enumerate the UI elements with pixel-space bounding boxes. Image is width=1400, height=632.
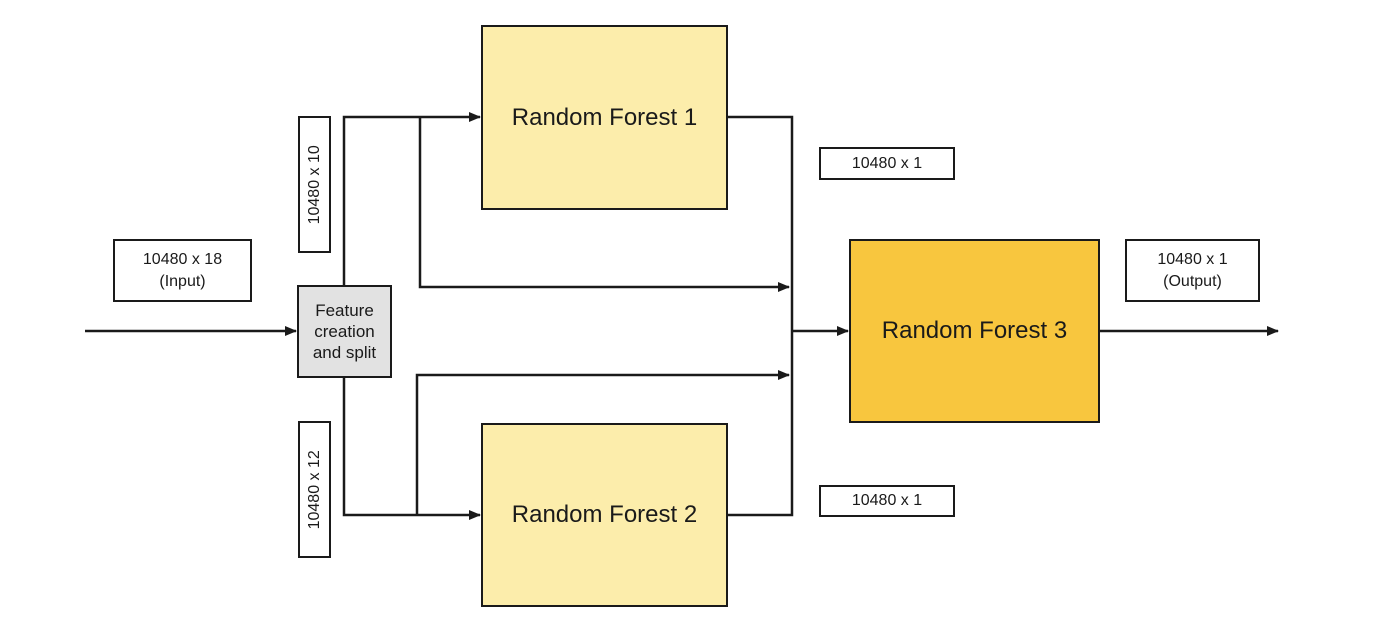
output-dimension-label: 10480 x 1 (Output) [1125, 239, 1260, 302]
input-dimension-label: 10480 x 18 (Input) [113, 239, 252, 302]
feature-creation-block: Feature creation and split [297, 285, 392, 378]
rf1-output-dimension-text: 10480 x 1 [851, 154, 923, 172]
random-forest-3-block: Random Forest 3 [849, 239, 1100, 423]
random-forest-1-label: Random Forest 1 [511, 103, 698, 131]
rf2-output-dimension-text: 10480 x 1 [851, 492, 923, 510]
random-forest-3-label: Random Forest 3 [881, 317, 1068, 344]
split-bottom-line [342, 377, 417, 517]
split-top-dimension-label: 10480 x 10 [298, 116, 331, 253]
random-forest-1-block: Random Forest 1 [481, 25, 728, 210]
random-forest-2-label: Random Forest 2 [511, 501, 698, 528]
rf1-output-dimension-label: 10480 x 1 [819, 147, 955, 180]
rf1-out-line [727, 115, 794, 331]
output-dimension-text: 10480 x 1 (Output) [1157, 250, 1228, 290]
rf2-output-dimension-label: 10480 x 1 [819, 485, 955, 517]
rf2-out-line [727, 331, 794, 517]
random-forest-2-block: Random Forest 2 [481, 423, 728, 607]
bypass-top-arrow [418, 117, 790, 292]
split-bottom-dimension-label: 10480 x 12 [298, 421, 331, 558]
split-top-line [342, 115, 420, 286]
input-dimension-text: 10480 x 18 (Input) [142, 250, 223, 290]
split-bottom-dimension-text: 10480 x 12 [305, 449, 323, 530]
split-top-dimension-text: 10480 x 10 [305, 144, 323, 225]
bypass-bottom-arrow [415, 370, 790, 515]
feature-creation-label: Feature creation and split [312, 300, 377, 363]
